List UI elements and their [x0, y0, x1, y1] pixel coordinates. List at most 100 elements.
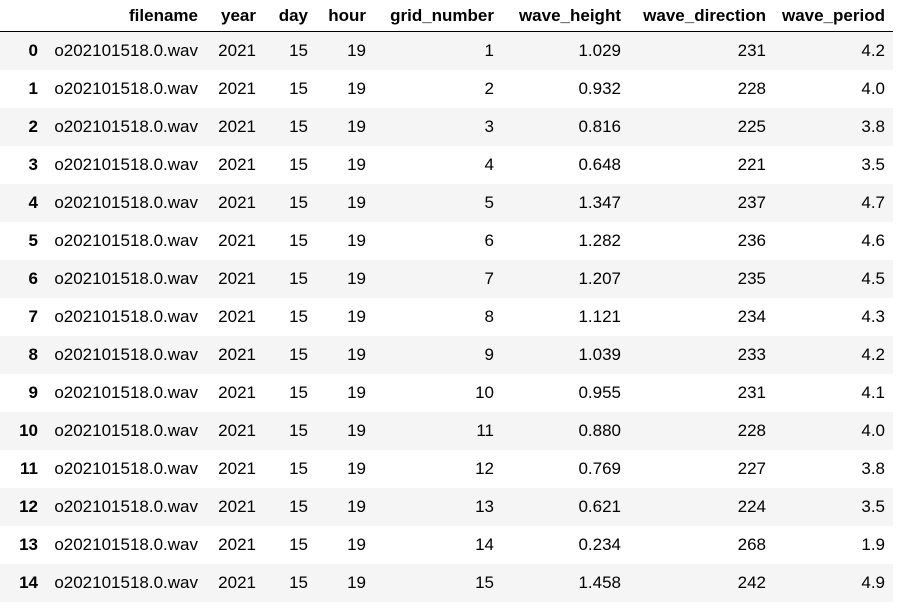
- column-header-wave-period: wave_period: [774, 0, 893, 32]
- cell-wave-period: 4.2: [861, 344, 885, 364]
- cell-wave-height: 0.621: [578, 496, 621, 516]
- cell-hour: 19: [347, 116, 366, 136]
- cell-wave-height: 0.234: [578, 534, 621, 554]
- cell-filename: o202101518.0.wav: [54, 268, 198, 288]
- row-index: 9: [28, 382, 38, 402]
- cell-wave-period: 3.8: [861, 116, 885, 136]
- cell-hour: 19: [347, 572, 366, 592]
- cell-hour: 19: [347, 382, 366, 402]
- table-row: 12 o202101518.0.wav 2021 15 19 13 0.621 224 3.5: [0, 487, 893, 526]
- cell-wave-height: 0.955: [578, 382, 621, 402]
- cell-wave-period: 4.0: [861, 420, 885, 440]
- column-header-day: day: [264, 0, 316, 32]
- cell-hour: 19: [347, 420, 366, 440]
- column-header-hour: hour: [316, 0, 374, 32]
- cell-wave-period: 3.5: [861, 496, 885, 516]
- cell-day: 15: [289, 78, 308, 98]
- row-index: 1: [28, 78, 38, 98]
- cell-year: 2021: [218, 458, 256, 478]
- table-row: 9 o202101518.0.wav 2021 15 19 10 0.955 231 4.1: [0, 374, 893, 412]
- cell-wave-height: 0.769: [578, 458, 621, 478]
- cell-wave-direction: 228: [737, 420, 766, 440]
- column-header-wave-height: wave_height: [502, 0, 629, 32]
- cell-filename: o202101518.0.wav: [54, 40, 198, 60]
- cell-day: 15: [289, 534, 308, 554]
- cell-grid-number: 4: [484, 154, 494, 174]
- cell-filename: o202101518.0.wav: [54, 306, 198, 326]
- table-row: 1 o202101518.0.wav 2021 15 19 2 0.932 228 4.0: [0, 70, 893, 108]
- cell-year: 2021: [218, 534, 256, 554]
- table-row: 14 o202101518.0.wav 2021 15 19 15 1.458 242 4.9: [0, 563, 893, 602]
- cell-wave-direction: 227: [737, 458, 766, 478]
- index-header: [0, 0, 46, 32]
- table-row: 6 o202101518.0.wav 2021 15 19 7 1.207 235 4.5: [0, 259, 893, 298]
- cell-filename: o202101518.0.wav: [54, 154, 198, 174]
- cell-filename: o202101518.0.wav: [54, 230, 198, 250]
- row-index: 2: [28, 116, 38, 136]
- cell-wave-period: 4.3: [861, 306, 885, 326]
- cell-wave-height: 1.039: [578, 344, 621, 364]
- cell-wave-direction: 225: [737, 116, 766, 136]
- row-index: 12: [19, 496, 38, 516]
- cell-day: 15: [289, 40, 308, 60]
- cell-day: 15: [289, 382, 308, 402]
- cell-wave-height: 0.932: [578, 78, 621, 98]
- cell-wave-direction: 234: [737, 306, 766, 326]
- table-row: 0 o202101518.0.wav 2021 15 19 1 1.029 231 4.2: [0, 31, 893, 70]
- cell-year: 2021: [218, 496, 256, 516]
- cell-hour: 19: [347, 534, 366, 554]
- cell-day: 15: [289, 230, 308, 250]
- row-index: 14: [19, 572, 38, 592]
- cell-hour: 19: [347, 192, 366, 212]
- cell-wave-direction: 233: [737, 344, 766, 364]
- cell-wave-direction: 235: [737, 268, 766, 288]
- cell-year: 2021: [218, 344, 256, 364]
- cell-grid-number: 10: [475, 382, 494, 402]
- table-row: 2 o202101518.0.wav 2021 15 19 3 0.816 225 3.8: [0, 107, 893, 146]
- cell-grid-number: 8: [484, 306, 494, 326]
- cell-hour: 19: [347, 230, 366, 250]
- cell-wave-height: 1.121: [578, 306, 621, 326]
- cell-grid-number: 2: [484, 78, 494, 98]
- cell-grid-number: 13: [475, 496, 494, 516]
- cell-year: 2021: [218, 230, 256, 250]
- cell-grid-number: 6: [484, 230, 494, 250]
- cell-day: 15: [289, 420, 308, 440]
- cell-year: 2021: [218, 154, 256, 174]
- cell-filename: o202101518.0.wav: [54, 572, 198, 592]
- cell-day: 15: [289, 268, 308, 288]
- cell-filename: o202101518.0.wav: [54, 116, 198, 136]
- cell-grid-number: 5: [484, 192, 494, 212]
- row-index: 4: [28, 192, 38, 212]
- table-row: 13 o202101518.0.wav 2021 15 19 14 0.234 268 1.9: [0, 526, 893, 564]
- cell-wave-direction: 221: [737, 154, 766, 174]
- cell-wave-direction: 236: [737, 230, 766, 250]
- row-index: 7: [28, 306, 38, 326]
- cell-year: 2021: [218, 116, 256, 136]
- cell-wave-direction: 231: [737, 382, 766, 402]
- cell-wave-direction: 242: [737, 572, 766, 592]
- cell-wave-height: 1.029: [578, 40, 621, 60]
- cell-wave-height: 1.282: [578, 230, 621, 250]
- row-index: 0: [28, 40, 38, 60]
- cell-wave-period: 4.0: [861, 78, 885, 98]
- cell-filename: o202101518.0.wav: [54, 534, 198, 554]
- cell-hour: 19: [347, 268, 366, 288]
- cell-wave-height: 1.458: [578, 572, 621, 592]
- column-header-grid-number: grid_number: [374, 0, 502, 32]
- cell-hour: 19: [347, 496, 366, 516]
- column-header-filename: filename: [46, 0, 206, 32]
- column-header-wave-direction: wave_direction: [629, 0, 774, 32]
- row-index: 13: [19, 534, 38, 554]
- cell-day: 15: [289, 154, 308, 174]
- cell-year: 2021: [218, 40, 256, 60]
- cell-filename: o202101518.0.wav: [54, 420, 198, 440]
- cell-hour: 19: [347, 40, 366, 60]
- cell-year: 2021: [218, 268, 256, 288]
- cell-wave-height: 0.648: [578, 154, 621, 174]
- cell-hour: 19: [347, 458, 366, 478]
- cell-day: 15: [289, 306, 308, 326]
- cell-wave-period: 3.5: [861, 154, 885, 174]
- cell-hour: 19: [347, 344, 366, 364]
- cell-day: 15: [289, 572, 308, 592]
